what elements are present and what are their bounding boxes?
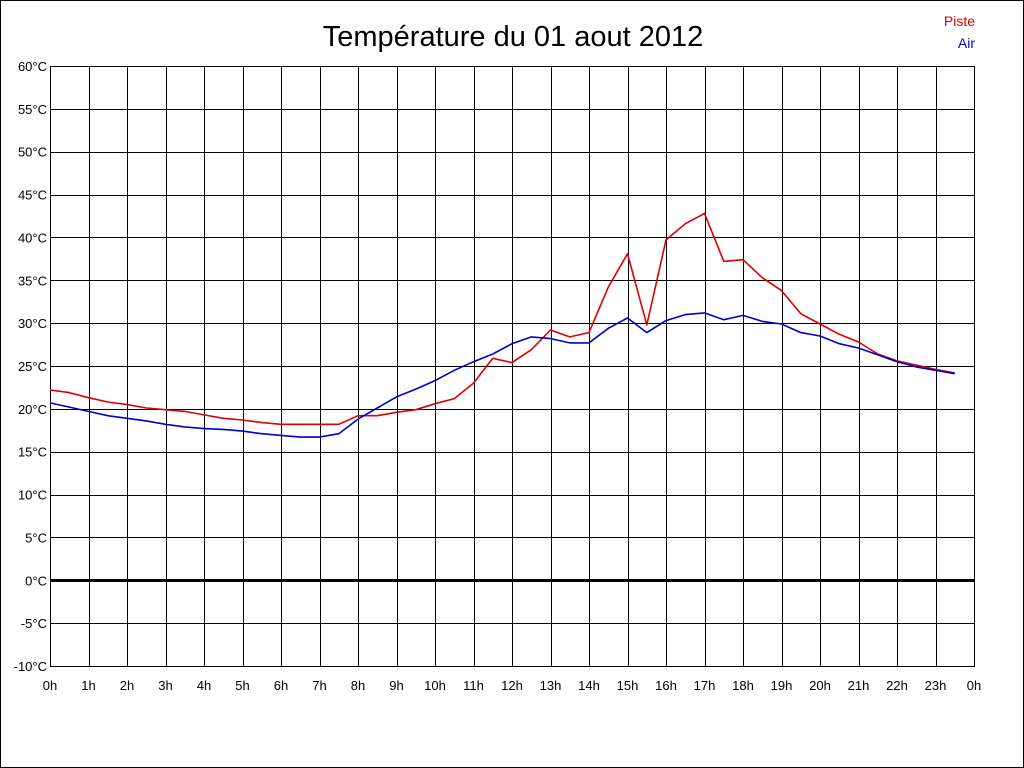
x-tick-label: 15h <box>617 678 639 693</box>
x-tick-label: 20h <box>809 678 831 693</box>
series-line-air <box>49 312 955 438</box>
y-tick-label: 40°C <box>18 230 47 245</box>
x-tick-label: 22h <box>886 678 908 693</box>
x-tick-label: 9h <box>389 678 403 693</box>
x-tick-label: 18h <box>732 678 754 693</box>
grid-lines <box>50 66 975 667</box>
x-tick-label: 23h <box>925 678 947 693</box>
axes <box>50 66 975 667</box>
x-tick-label: 16h <box>655 678 677 693</box>
x-tick-label: 0h <box>967 678 981 693</box>
x-tick-label: 17h <box>694 678 716 693</box>
x-tick-label: 5h <box>235 678 249 693</box>
x-tick-label: 7h <box>312 678 326 693</box>
x-tick-label: 21h <box>848 678 870 693</box>
x-tick-label: 11h <box>463 678 484 693</box>
x-tick-label: 10h <box>424 678 446 693</box>
y-tick-label: 45°C <box>18 188 47 203</box>
x-axis-tick-labels: 0h 1h 2h 3h 4h 5h 6h 7h 8h 9h 10h 11h 12h 13h 14h 15h 16… <box>43 678 981 693</box>
y-tick-label: 35°C <box>18 273 47 288</box>
series-lines <box>49 212 955 438</box>
y-tick-label: 50°C <box>18 145 47 160</box>
series-line-piste <box>49 212 955 426</box>
x-tick-label: 19h <box>771 678 793 693</box>
y-tick-label: 55°C <box>18 102 47 117</box>
x-tick-label: 1h <box>81 678 95 693</box>
x-tick-label: 14h <box>578 678 600 693</box>
y-tick-label: 5°C <box>25 530 47 545</box>
x-tick-label: 2h <box>120 678 134 693</box>
x-tick-label: 0h <box>43 678 57 693</box>
y-tick-label: -5°C <box>21 616 47 631</box>
y-tick-label: 10°C <box>18 488 47 503</box>
y-tick-label: -10°C <box>14 659 47 674</box>
x-tick-label: 8h <box>351 678 365 693</box>
y-axis-tick-labels: -10°C -5°C 0°C 5°C 10°C 15°C 20°C 25°C 30°C 35°C 4… <box>14 59 47 674</box>
x-tick-label: 4h <box>197 678 211 693</box>
y-tick-label: 0°C <box>25 573 47 588</box>
y-tick-label: 20°C <box>18 402 47 417</box>
x-tick-label: 12h <box>501 678 523 693</box>
y-tick-label: 30°C <box>18 316 47 331</box>
x-tick-label: 6h <box>274 678 288 693</box>
legend-entry-air: Air <box>958 35 975 51</box>
legend-entry-piste: Piste <box>944 13 975 29</box>
y-tick-label: 60°C <box>18 59 47 74</box>
legend: Piste Air <box>944 13 975 51</box>
y-tick-label: 15°C <box>18 445 47 460</box>
x-tick-label: 3h <box>158 678 172 693</box>
x-tick-label: 13h <box>540 678 562 693</box>
y-tick-label: 25°C <box>18 359 47 374</box>
chart-title: Température du 01 aout 2012 <box>323 21 704 53</box>
plot-area-border <box>50 66 975 667</box>
